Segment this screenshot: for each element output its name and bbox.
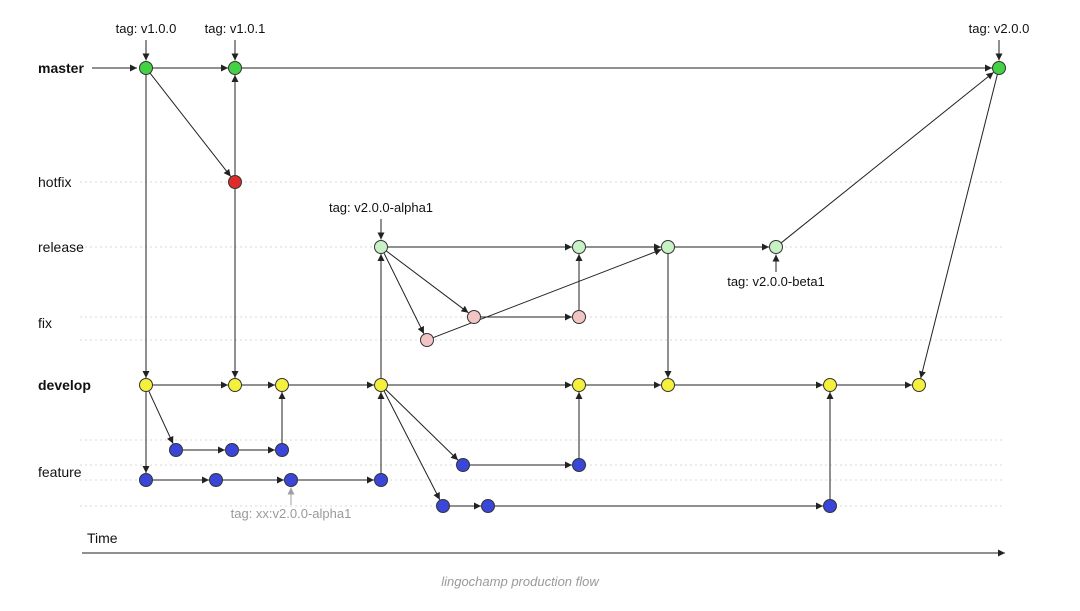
edge-d1-to-fa1 [148, 390, 174, 444]
commit-edges [142, 64, 998, 510]
commit-feature-fa3 [275, 443, 289, 457]
commit-nodes [139, 61, 1006, 513]
commit-develop-d7 [823, 378, 837, 392]
commit-develop-d8 [912, 378, 926, 392]
edge-m3-to-d8 [919, 74, 998, 379]
commit-feature-fb3 [284, 473, 298, 487]
time-axis: Time [82, 530, 1005, 557]
commit-feature-fa2 [225, 443, 239, 457]
commit-fix-fx2 [572, 310, 586, 324]
commit-master-m1 [139, 61, 153, 75]
edge-r1-to-fx1 [385, 250, 469, 314]
tag-label: tag: xx:v2.0.0-alpha1 [231, 506, 352, 521]
edge-fx3-to-r3 [432, 248, 662, 339]
lane-label-release: release [38, 239, 84, 255]
edge-m1-to-h1 [149, 72, 232, 177]
edge-r1-to-fx3 [383, 252, 425, 334]
lane-label-hotfix: hotfix [38, 174, 71, 190]
edge-d4-to-fc1 [385, 389, 459, 461]
commit-feature-fa1 [169, 443, 183, 457]
edge-d4-to-fd1 [383, 390, 441, 500]
commit-feature-fb4 [374, 473, 388, 487]
tag-label: tag: v2.0.0-beta1 [727, 274, 825, 289]
tag-label: tag: v2.0.0 [969, 21, 1030, 36]
tag-label: tag: v2.0.0-alpha1 [329, 200, 433, 215]
commit-develop-d3 [275, 378, 289, 392]
commit-fix-fx1 [467, 310, 481, 324]
time-axis-label: Time [87, 530, 118, 546]
commit-fix-fx3 [420, 333, 434, 347]
commit-feature-fb1 [139, 473, 153, 487]
lane-label-fix: fix [38, 315, 52, 331]
lane-label-feature: feature [38, 464, 82, 480]
commit-release-r3 [661, 240, 675, 254]
commit-feature-fc1 [456, 458, 470, 472]
lane-label-develop: develop [38, 377, 91, 393]
commit-develop-d6 [661, 378, 675, 392]
diagram-caption: lingochamp production flow [441, 574, 600, 589]
lane-labels: master hotfix release fix develop feature [38, 60, 91, 480]
tag-label: tag: v1.0.1 [205, 21, 266, 36]
commit-develop-d5 [572, 378, 586, 392]
lane-label-master: master [38, 60, 84, 76]
commit-master-m2 [228, 61, 242, 75]
tag-label: tag: v1.0.0 [116, 21, 177, 36]
commit-feature-fd3 [823, 499, 837, 513]
commit-release-r4 [769, 240, 783, 254]
commit-develop-d4 [374, 378, 388, 392]
commit-feature-fb2 [209, 473, 223, 487]
commit-release-r1 [374, 240, 388, 254]
commit-feature-fd1 [436, 499, 450, 513]
commit-feature-fc2 [572, 458, 586, 472]
commit-develop-d2 [228, 378, 242, 392]
commit-master-m3 [992, 61, 1006, 75]
lane-guides [80, 181, 1005, 507]
edge-r4-to-m3 [780, 71, 994, 244]
commit-feature-fd2 [481, 499, 495, 513]
commit-hotfix-h1 [228, 175, 242, 189]
commit-release-r2 [572, 240, 586, 254]
tag-annotations: tag: v1.0.0 tag: v1.0.1 tag: v2.0.0 tag: v2… [116, 21, 1030, 521]
commit-develop-d1 [139, 378, 153, 392]
